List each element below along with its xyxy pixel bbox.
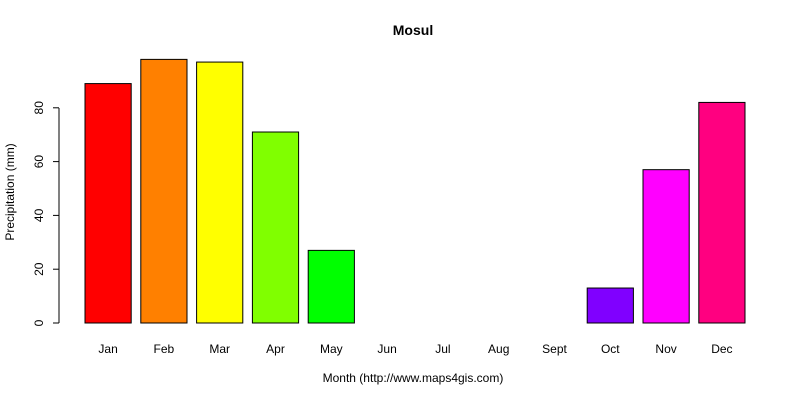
bar-nov: [642, 169, 690, 324]
bar-apr: [251, 131, 300, 324]
x-tick-labels: Jan Feb Mar Apr May Jun Jul Aug Sept Oct Nov Dec: [98, 342, 732, 356]
bar-jan: [84, 83, 132, 324]
x-axis-label: Month (http://www.maps4gis.com): [323, 371, 504, 385]
x-tick-label: Jun: [377, 342, 396, 356]
bar-may: [307, 249, 355, 324]
bar-dec: [698, 101, 746, 324]
y-axis-label: Precipitation (mm): [3, 143, 17, 240]
y-tick-label: 40: [32, 208, 46, 222]
y-tick-label: 60: [32, 155, 46, 169]
chart-title: Mosul: [393, 22, 433, 38]
x-tick-label: Dec: [711, 342, 732, 356]
y-tick-label: 0: [32, 319, 46, 326]
y-tick-label: 80: [32, 101, 46, 115]
x-tick-label: Jan: [98, 342, 117, 356]
x-tick-label: Apr: [266, 342, 285, 356]
y-tick-label: 20: [32, 262, 46, 276]
x-tick-label: Oct: [601, 342, 620, 356]
bar-oct: [586, 287, 634, 324]
y-ticks: 0 20 40 60 80: [32, 101, 59, 326]
x-tick-label: Jul: [435, 342, 450, 356]
x-tick-label: Sept: [542, 342, 567, 356]
x-tick-label: Nov: [655, 342, 676, 356]
bars: [84, 58, 746, 324]
bar-mar: [196, 61, 244, 324]
x-tick-label: Feb: [154, 342, 175, 356]
x-tick-label: May: [320, 342, 343, 356]
x-tick-label: Aug: [488, 342, 509, 356]
x-tick-label: Mar: [209, 342, 230, 356]
bar-feb: [140, 58, 188, 324]
